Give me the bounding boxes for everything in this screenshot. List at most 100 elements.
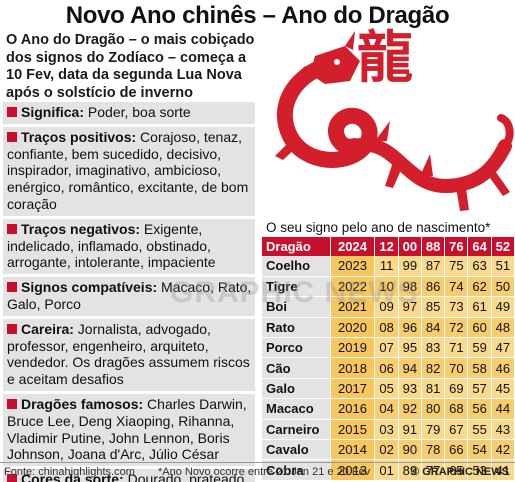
dragon-illustration: [275, 31, 514, 211]
year-cell: 75: [444, 256, 469, 277]
header-year: 76: [444, 237, 469, 256]
year-cell: 02: [374, 439, 399, 461]
section-heading: Signos compatíveis:: [21, 279, 158, 296]
year-cell: 83: [421, 337, 446, 359]
year-cell: 96: [398, 317, 422, 339]
section-famous-dragons: Dragões famosos: Charles Darwin, Bruce L…: [3, 393, 255, 467]
table-row: Cobra 2013 01 89 77 65 53 41: [262, 459, 515, 481]
section-heading: Traços negativos:: [21, 220, 141, 237]
year-cell: 07: [374, 337, 399, 359]
table-row: Macaco 2016 04 92 80 68 56 44: [262, 398, 515, 420]
dragon-kanji: 龍: [357, 25, 413, 91]
year-cell: 86: [421, 276, 446, 298]
year-cell: 80: [421, 398, 446, 420]
bullet-square-icon: [7, 398, 17, 409]
year-cell: 2013: [330, 459, 376, 481]
table-row: Galo 2017 05 93 81 69 57 45: [262, 378, 515, 400]
year-cell: 84: [421, 317, 446, 339]
year-cell: 65: [444, 459, 469, 481]
year-cell: 66: [444, 439, 469, 461]
year-cell: 2014: [330, 439, 376, 461]
year-cell: 2019: [330, 337, 376, 359]
section-text: Jornalista, advogado, professor, engenhe…: [7, 320, 250, 388]
table-row: Carneiro 2015 03 91 79 67 55 43: [262, 419, 515, 441]
year-cell: 85: [421, 296, 446, 318]
year-cell: 67: [444, 419, 469, 441]
header-sign: Dragão: [262, 237, 331, 256]
source-credit: Fonte: chinahighlights.com: [4, 466, 135, 478]
year-cell: 45: [491, 378, 515, 400]
year-cell: 49: [491, 296, 515, 318]
year-cell: 89: [398, 459, 422, 481]
sign-cell: Cavalo: [262, 439, 331, 461]
footer-divider: [0, 462, 515, 463]
header-year: 2024: [330, 237, 376, 256]
year-cell: 05: [374, 378, 399, 400]
section-lucky-colors: Cores da sorte: Dourado, prateado: [3, 469, 255, 482]
header-year: 88: [421, 237, 446, 256]
bullet-square-icon: [7, 131, 17, 142]
section-text: Dourado, prateado: [123, 471, 245, 482]
year-cell: 82: [421, 357, 446, 379]
section-text: Macaco, Rato, Galo, Porco: [7, 279, 252, 312]
year-cell: 01: [374, 459, 399, 481]
year-cell: 2023: [330, 256, 376, 277]
table-row: Porco 2019 07 95 83 71 59 47: [262, 337, 515, 359]
bullet-square-icon: [7, 223, 17, 234]
year-cell: 92: [398, 398, 422, 420]
year-cell: 2015: [330, 419, 376, 441]
year-cell: 09: [374, 296, 399, 318]
year-cell: 73: [444, 296, 469, 318]
section-text: Corajoso, tenaz, confiante, bem sucedido…: [7, 128, 249, 212]
header-year: 00: [398, 237, 422, 256]
footer: Fonte: chinahighlights.com *Ano Novo oco…: [0, 463, 515, 482]
sign-cell: Carneiro: [262, 419, 331, 441]
year-cell: 59: [467, 337, 492, 359]
zodiac-table: Dragão 2024 12 00 88 76 64 52 Coelho 2023 11 99 87 7…: [262, 237, 515, 481]
year-cell: 69: [444, 378, 469, 400]
page-title: Novo Ano chinês – Ano do Dragão: [65, 2, 450, 29]
section-heading: Careira:: [21, 320, 74, 337]
year-cell: 56: [467, 398, 492, 420]
year-cell: 68: [444, 398, 469, 420]
year-cell: 71: [444, 337, 469, 359]
footnote: *Ano Novo ocorre entre 21 Jan 21 e 20 Fe…: [158, 466, 371, 478]
year-cell: 2016: [330, 398, 376, 420]
year-cell: 61: [467, 296, 492, 318]
intro-text: O Ano do Dragão – o mais cobiçado dos si…: [6, 32, 255, 101]
table-row: Tigre 2022 10 98 86 74 62 50: [262, 276, 515, 298]
table-row: Boi 2021 09 97 85 73 61 49: [262, 296, 515, 318]
year-cell: 77: [421, 459, 446, 481]
year-cell: 60: [467, 317, 492, 339]
year-cell: 50: [491, 276, 515, 298]
year-cell: 74: [444, 276, 469, 298]
year-cell: 98: [398, 276, 422, 298]
year-cell: 99: [398, 256, 422, 277]
table-row: Cão 2018 06 94 82 70 58 46: [262, 357, 515, 379]
year-cell: 54: [467, 439, 492, 461]
year-cell: 41: [491, 459, 515, 481]
year-cell: 11: [374, 256, 399, 277]
section-heading: Significa:: [21, 104, 85, 120]
table-row: Rato 2020 08 96 84 72 60 48: [262, 317, 515, 339]
table-header-row: Dragão 2024 12 00 88 76 64 52: [262, 237, 515, 256]
year-cell: 72: [444, 317, 469, 339]
sign-cell: Cão: [262, 357, 331, 379]
section-compatible-signs: Signos compatíveis: Macaco, Rato, Galo, …: [3, 277, 255, 316]
year-cell: 90: [398, 439, 422, 461]
table-row: Cavalo 2014 02 90 78 66 54 42: [262, 439, 515, 461]
section-negative-traits: Traços negativos: Exigente, indelicado, …: [3, 218, 255, 275]
header-year: 12: [374, 237, 399, 256]
bullet-square-icon: [7, 107, 17, 117]
year-cell: 79: [421, 419, 446, 441]
year-cell: 94: [398, 357, 422, 379]
bullet-square-icon: [7, 323, 17, 334]
bullet-square-icon: [7, 282, 17, 293]
sign-cell: Cobra: [262, 459, 331, 481]
sign-cell: Boi: [262, 296, 331, 318]
year-cell: 63: [467, 256, 492, 277]
year-cell: 48: [491, 317, 515, 339]
section-heading: Traços positivos:: [21, 128, 137, 145]
year-cell: 2022: [330, 276, 376, 298]
brand-credit: © GRAPHIC NEWS: [411, 466, 509, 478]
